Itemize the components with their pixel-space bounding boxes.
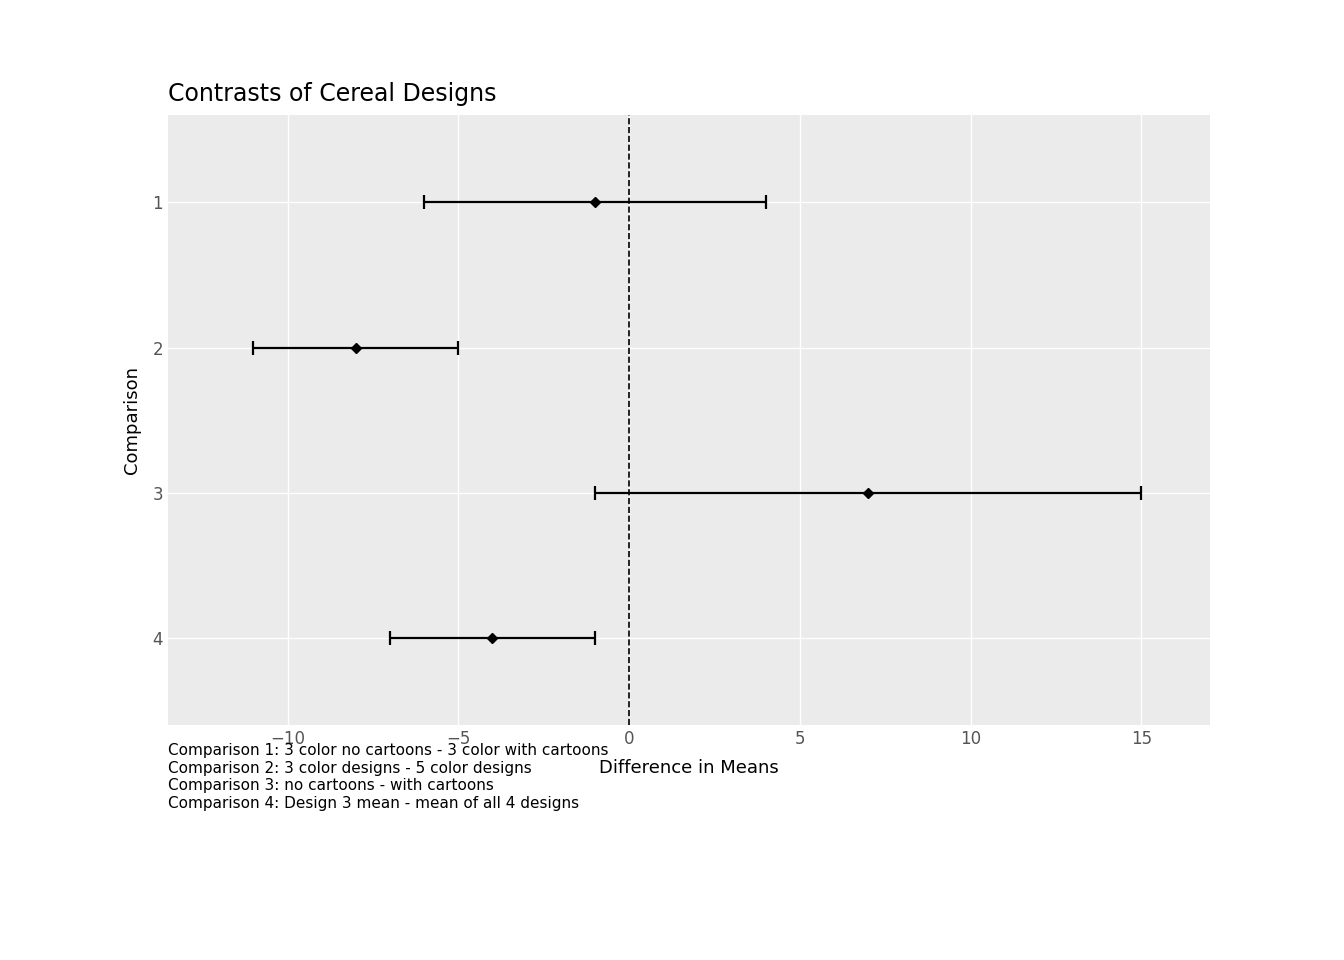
X-axis label: Difference in Means: Difference in Means <box>599 759 778 778</box>
Text: Contrasts of Cereal Designs: Contrasts of Cereal Designs <box>168 83 496 107</box>
Text: Comparison 1: 3 color no cartoons - 3 color with cartoons
Comparison 2: 3 color : Comparison 1: 3 color no cartoons - 3 co… <box>168 743 609 810</box>
Y-axis label: Comparison: Comparison <box>124 367 141 474</box>
